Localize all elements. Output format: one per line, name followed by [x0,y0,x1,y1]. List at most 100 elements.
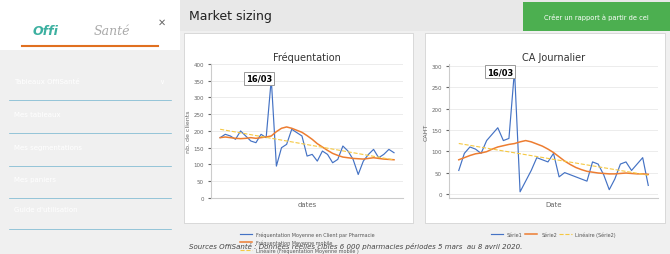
Série2 [594,172,602,175]
Linéaire (Série2) [455,142,463,146]
Fréquentation Moyenne mobile [359,158,367,161]
Fréquentation Moyenne en Client par Pharmacie [349,158,357,161]
Fréquentation Moyenne mobile [390,158,398,162]
Série2 [482,151,490,154]
Bar [180,0,670,32]
Linéaire (Fréquentation Moyenne mobile ) [380,157,388,160]
Linéaire (Série2) [472,145,480,148]
Text: Market sizing: Market sizing [190,10,272,22]
Fréquentation Moyenne mobile [247,137,255,140]
Série1 [477,152,485,155]
Linéaire (Série2) [566,161,574,164]
Série2 [566,163,574,166]
Text: Créer un rapport à partir de cel: Créer un rapport à partir de cel [544,14,649,21]
Série1 [561,171,569,174]
Linéaire (Série2) [633,172,641,175]
Line: Série1: Série1 [459,71,649,192]
Text: Santé: Santé [93,25,130,38]
Linéaire (Fréquentation Moyenne mobile ) [221,129,229,132]
Fréquentation Moyenne en Client par Pharmacie [318,150,326,153]
Linéaire (Fréquentation Moyenne mobile ) [277,139,285,142]
Fréquentation Moyenne mobile [216,137,224,140]
Text: Mes tableaux: Mes tableaux [14,111,61,117]
Linéaire (Série2) [482,147,490,150]
Fréquentation Moyenne mobile [237,138,245,141]
Linéaire (Fréquentation Moyenne mobile ) [334,149,342,152]
Fréquentation Moyenne en Client par Pharmacie [308,153,316,156]
Linéaire (Série2) [583,164,591,167]
Linéaire (Fréquentation Moyenne mobile ) [390,159,398,162]
Série1 [539,159,547,162]
Fréquentation Moyenne en Client par Pharmacie [390,152,398,155]
Linéaire (Fréquentation Moyenne mobile ) [298,142,306,146]
Fréquentation Moyenne en Client par Pharmacie [242,135,250,138]
Fréquentation Moyenne mobile [267,135,275,138]
Fréquentation Moyenne en Client par Pharmacie [283,143,291,146]
Série2 [455,159,463,162]
Linéaire (Série2) [645,174,653,177]
Linéaire (Série2) [499,150,507,153]
Linéaire (Fréquentation Moyenne mobile ) [370,155,378,158]
Fréquentation Moyenne mobile [298,131,306,134]
Linéaire (Série2) [549,158,557,161]
Série2 [488,148,496,151]
Linéaire (Fréquentation Moyenne mobile ) [267,137,275,140]
Linéaire (Série2) [466,144,474,147]
Linéaire (Série2) [578,163,586,166]
Série2 [611,173,619,176]
Fréquentation Moyenne en Client par Pharmacie [293,132,301,135]
Linéaire (Fréquentation Moyenne mobile ) [257,135,265,138]
Linéaire (Série2) [639,173,647,176]
Série1 [482,139,490,142]
Fréquentation Moyenne mobile [231,137,239,140]
Linéaire (Série2) [511,152,519,155]
Série2 [539,145,547,148]
Y-axis label: CAHT: CAHT [423,123,428,140]
Série1 [499,139,507,142]
Série2 [616,172,624,175]
Fréquentation Moyenne mobile [303,135,311,138]
Linéaire (Série2) [539,156,547,159]
Linéaire (Série2) [505,151,513,154]
Linéaire (Fréquentation Moyenne mobile ) [303,144,311,147]
Série2 [605,173,613,176]
Text: Mes paniers: Mes paniers [14,176,56,182]
Linéaire (Fréquentation Moyenne mobile ) [349,152,357,155]
Linéaire (Série2) [544,157,552,160]
Linéaire (Série2) [605,167,613,170]
Fréquentation Moyenne mobile [257,137,265,140]
Fréquentation Moyenne en Client par Pharmacie [252,141,260,145]
Linéaire (Fréquentation Moyenne mobile ) [273,138,281,141]
Fréquentation Moyenne mobile [375,157,383,160]
Série2 [600,172,608,175]
Fréquentation Moyenne mobile [354,157,362,161]
Série2 [516,141,524,144]
Bar [523,3,670,32]
Linéaire (Série2) [477,146,485,149]
Série1 [494,127,502,130]
Linéaire (Série2) [572,162,580,165]
Linéaire (Fréquentation Moyenne mobile ) [354,152,362,155]
Text: 16/03: 16/03 [486,68,513,77]
Bar [0,0,180,51]
Linéaire (Fréquentation Moyenne mobile ) [344,151,352,154]
Fréquentation Moyenne en Client par Pharmacie [273,165,281,168]
Linéaire (Série2) [527,154,535,157]
Fréquentation Moyenne en Client par Pharmacie [334,158,342,161]
Title: CA Journalier: CA Journalier [522,53,585,63]
Fréquentation Moyenne en Client par Pharmacie [247,140,255,143]
Line: Linéaire (Fréquentation Moyenne mobile ): Linéaire (Fréquentation Moyenne mobile ) [220,130,394,160]
Line: Linéaire (Série2): Linéaire (Série2) [459,144,649,176]
Série2 [639,173,647,176]
Série1 [588,161,596,164]
Linéaire (Fréquentation Moyenne mobile ) [226,130,234,133]
Title: Fréquentation: Fréquentation [273,52,341,63]
Fréquentation Moyenne mobile [252,137,260,140]
Text: ✕: ✕ [157,18,165,28]
Fréquentation Moyenne en Client par Pharmacie [364,153,373,156]
Fréquentation Moyenne en Client par Pharmacie [380,153,388,156]
Linéaire (Fréquentation Moyenne mobile ) [283,140,291,143]
Série1 [645,184,653,187]
Série2 [588,171,596,174]
Série2 [561,160,569,163]
